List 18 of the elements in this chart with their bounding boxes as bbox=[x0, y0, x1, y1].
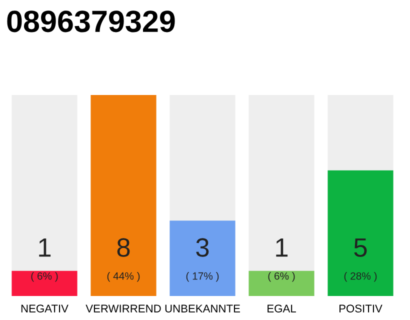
annotation: ( 44% ) bbox=[107, 272, 140, 282]
chart-title: 0896379329 bbox=[7, 10, 175, 32]
x-tick-label: UNBEKANNTE bbox=[165, 304, 240, 312]
annotation: ( 6% ) bbox=[31, 272, 58, 282]
x-tick-label: POSITIV bbox=[339, 304, 382, 312]
annotation: ( 17% ) bbox=[186, 272, 219, 282]
data-label: 1 bbox=[276, 238, 288, 257]
annotation: ( 6% ) bbox=[268, 272, 295, 282]
bar bbox=[248, 270, 314, 296]
data-label: 1 bbox=[39, 238, 51, 257]
data-label: 8 bbox=[117, 238, 130, 257]
x-tick-label: NEGATIV bbox=[21, 304, 68, 312]
data-label: 3 bbox=[196, 238, 209, 257]
data-label: 5 bbox=[354, 238, 367, 257]
bar bbox=[12, 270, 78, 296]
x-tick-label: EGAL bbox=[268, 304, 296, 312]
x-tick-label: VERWIRREND bbox=[86, 304, 161, 312]
annotation: ( 28% ) bbox=[344, 272, 377, 282]
